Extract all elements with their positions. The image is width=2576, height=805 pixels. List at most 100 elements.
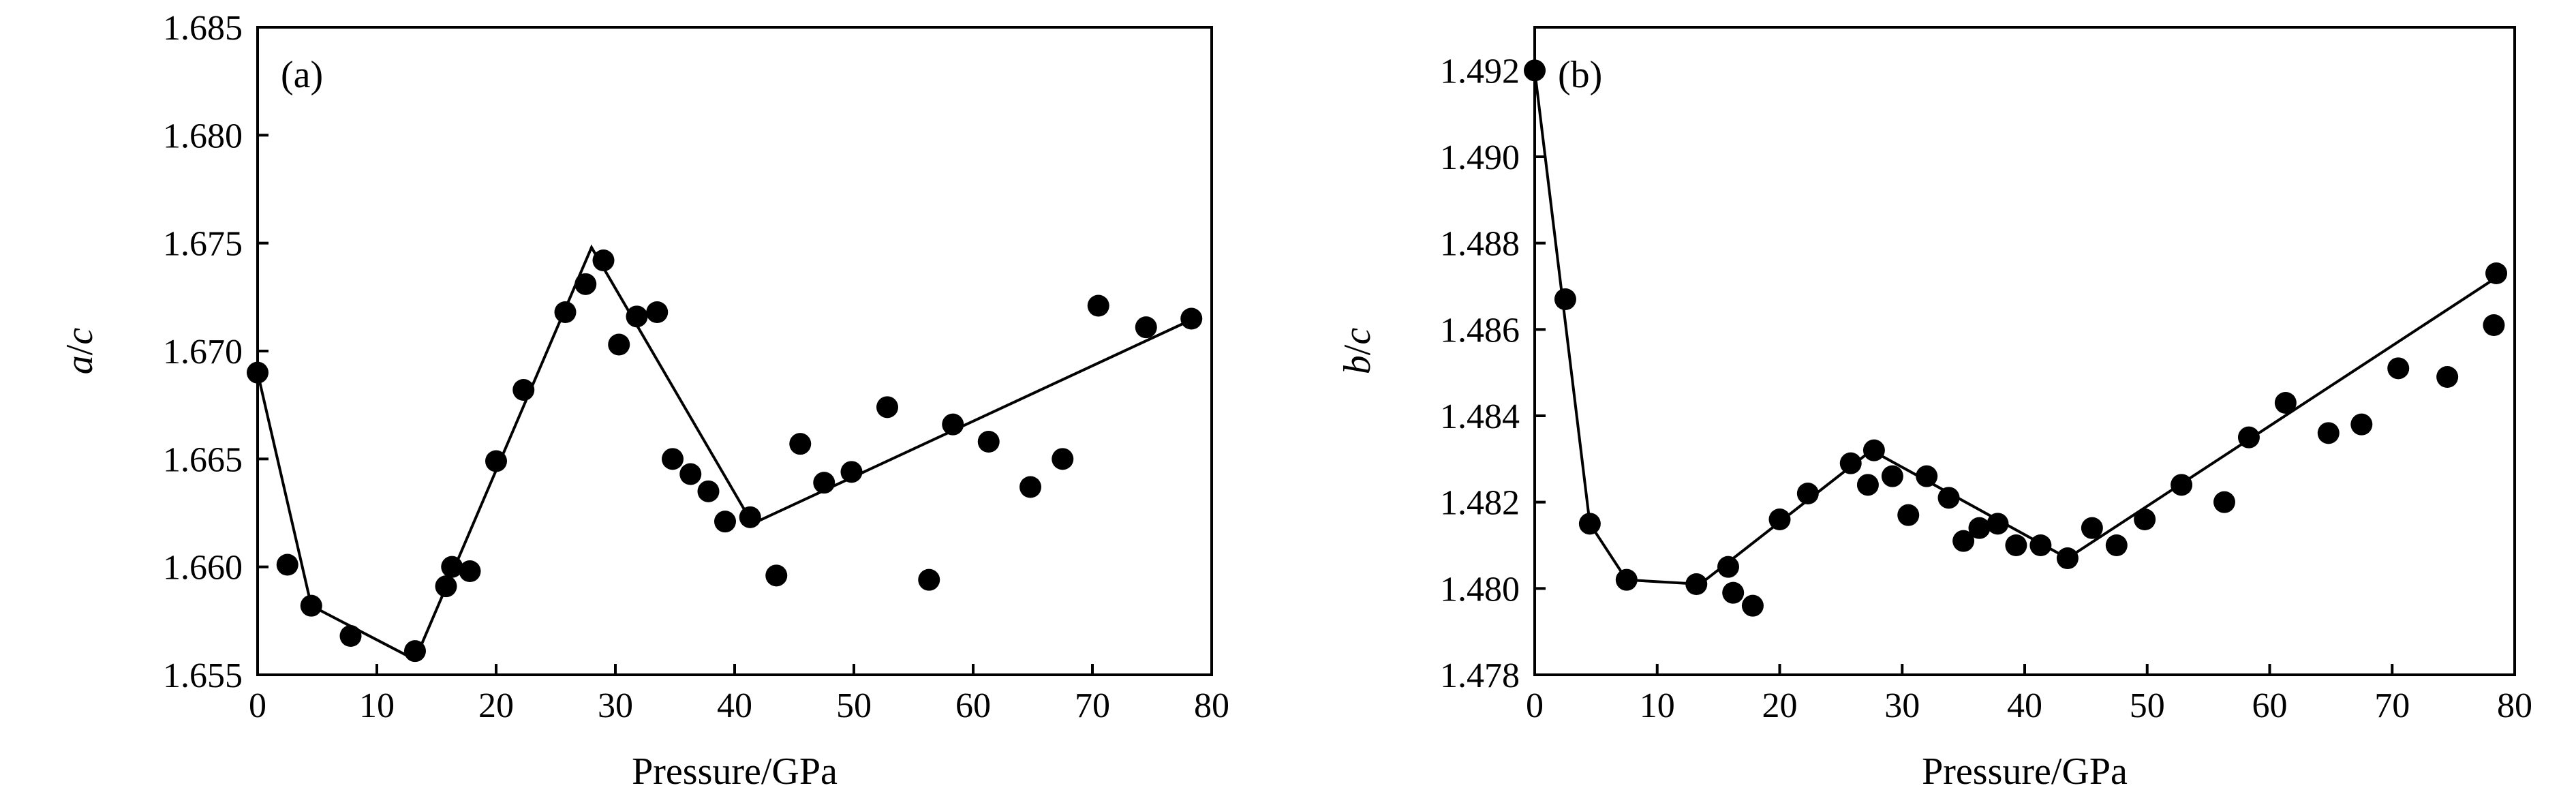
data-point — [662, 448, 684, 470]
data-point — [840, 461, 863, 483]
data-point — [276, 553, 298, 576]
data-point — [1180, 307, 1203, 330]
x-tick-label: 30 — [1884, 686, 1920, 725]
data-point — [441, 556, 463, 578]
x-tick-label: 20 — [478, 686, 514, 725]
data-point — [2387, 357, 2410, 380]
data-point — [739, 506, 761, 528]
data-point — [1862, 439, 1885, 461]
y-tick-label: 1.490 — [1440, 138, 1520, 177]
data-point — [1856, 474, 1879, 496]
data-point — [1937, 487, 1960, 509]
x-tick-label: 70 — [1075, 686, 1110, 725]
data-point — [1578, 513, 1601, 535]
data-point — [1916, 465, 1938, 487]
y-tick-label: 1.492 — [1440, 52, 1520, 91]
data-point — [697, 480, 720, 502]
panel-label: (a) — [281, 54, 323, 96]
data-point — [1717, 556, 1740, 578]
x-tick-label: 80 — [1194, 686, 1229, 725]
data-point — [2483, 314, 2505, 336]
data-point — [876, 396, 898, 419]
x-tick-label: 40 — [2007, 686, 2042, 725]
data-point — [339, 625, 362, 647]
x-tick-label: 40 — [717, 686, 752, 725]
data-point — [1741, 594, 1764, 617]
x-axis-label: Pressure/GPa — [632, 750, 838, 793]
data-point — [485, 450, 507, 472]
data-point — [404, 640, 426, 663]
x-tick-label: 60 — [955, 686, 991, 725]
x-tick-label: 10 — [1640, 686, 1675, 725]
data-point — [1839, 452, 1862, 474]
data-point — [1135, 316, 1157, 339]
data-point — [2485, 262, 2508, 284]
data-point — [2081, 517, 2103, 539]
y-tick-label: 1.685 — [163, 9, 243, 48]
x-tick-label: 30 — [598, 686, 633, 725]
data-point — [2056, 547, 2079, 569]
data-point — [2029, 534, 2052, 556]
y-tick-label: 1.665 — [163, 440, 243, 479]
fit-line — [1533, 70, 2498, 586]
data-point — [1722, 581, 1745, 604]
x-tick-label: 70 — [2374, 686, 2410, 725]
data-point — [646, 301, 669, 323]
data-point — [2134, 508, 2156, 530]
y-tick-label: 1.680 — [163, 117, 243, 155]
data-point — [813, 472, 835, 494]
data-point — [512, 379, 535, 401]
y-tick-label: 1.478 — [1440, 656, 1520, 695]
y-tick-label: 1.488 — [1440, 225, 1520, 264]
x-tick-label: 50 — [2130, 686, 2165, 725]
y-tick-label: 1.655 — [163, 656, 243, 695]
data-point — [459, 560, 481, 582]
data-point — [608, 333, 630, 356]
data-point — [714, 511, 736, 533]
data-point — [1052, 448, 1074, 470]
data-point — [1685, 573, 1708, 595]
y-axis-label: a/c — [59, 328, 101, 375]
data-point — [2436, 366, 2459, 388]
data-point — [2350, 413, 2373, 436]
plot-frame — [256, 26, 1213, 676]
x-tick-label: 50 — [836, 686, 872, 725]
data-point — [2213, 491, 2235, 513]
y-tick-label: 1.484 — [1440, 397, 1520, 436]
x-axis-label: Pressure/GPa — [1922, 750, 2128, 793]
data-point — [765, 564, 788, 587]
y-tick-label: 1.675 — [163, 225, 243, 264]
y-tick-label: 1.660 — [163, 549, 243, 588]
data-point — [1019, 476, 1041, 498]
data-point — [1881, 465, 1903, 487]
data-point — [300, 594, 322, 617]
data-point — [1952, 530, 1975, 552]
y-tick-label: 1.480 — [1440, 570, 1520, 609]
data-point — [789, 433, 812, 455]
y-tick-label: 1.486 — [1440, 311, 1520, 350]
data-point — [592, 249, 615, 271]
data-point — [626, 305, 648, 328]
y-tick-label: 1.670 — [163, 333, 243, 371]
panel-b: 0 10 20 30 40 50 60 70 80 1.478 1.480 1.482 1.484 1.4… — [1336, 26, 2532, 793]
x-tick-label: 60 — [2252, 686, 2288, 725]
x-tick-label: 20 — [1762, 686, 1798, 725]
panel-a: 0 10 20 30 40 50 60 70 80 1.655 1.660 1.665 1.670 1.6… — [59, 9, 1229, 793]
x-tick-label: 10 — [359, 686, 395, 725]
data-point — [977, 431, 1000, 453]
data-point — [2171, 474, 2193, 496]
y-tick-label: 1.482 — [1440, 484, 1520, 523]
data-point — [918, 568, 940, 591]
data-point — [1768, 508, 1791, 530]
data-point — [2317, 422, 2340, 444]
data-point — [1796, 483, 1819, 504]
data-point — [2005, 534, 2027, 556]
data-point — [679, 463, 702, 485]
x-tick-label: 0 — [249, 686, 266, 725]
data-point — [1968, 517, 1991, 539]
data-point — [1524, 59, 1546, 82]
data-point — [2105, 534, 2128, 556]
x-tick-label: 80 — [2497, 686, 2532, 725]
data-point — [2237, 426, 2260, 449]
